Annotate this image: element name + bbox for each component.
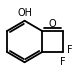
Text: O: O	[49, 19, 56, 29]
Text: F: F	[60, 57, 66, 67]
Text: F: F	[67, 45, 73, 55]
Text: OH: OH	[17, 8, 32, 18]
